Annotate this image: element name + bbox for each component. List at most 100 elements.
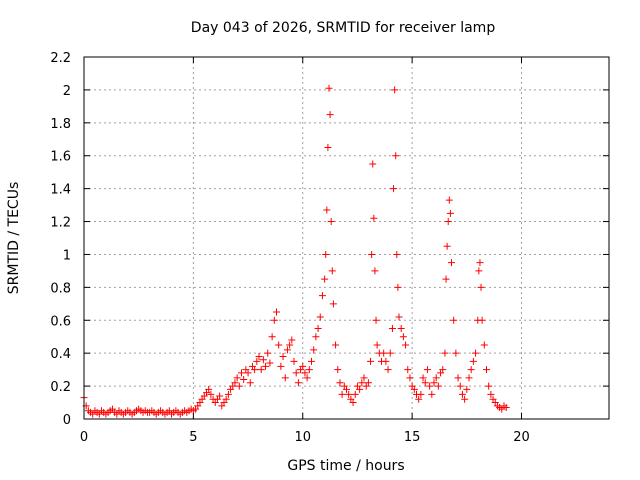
data-point bbox=[224, 390, 232, 398]
data-point bbox=[356, 385, 364, 393]
y-tick-label: 0.8 bbox=[50, 281, 71, 296]
data-point bbox=[419, 374, 427, 382]
data-point bbox=[294, 379, 302, 387]
data-point bbox=[426, 382, 434, 390]
x-tick-label: 0 bbox=[80, 430, 88, 445]
data-point bbox=[326, 111, 334, 119]
data-point bbox=[351, 390, 359, 398]
data-point bbox=[314, 325, 322, 332]
data-point bbox=[244, 369, 252, 377]
data-point bbox=[390, 185, 398, 193]
data-point bbox=[483, 366, 490, 374]
data-point bbox=[391, 86, 399, 94]
data-point bbox=[251, 366, 259, 374]
data-point bbox=[434, 382, 442, 390]
data-point bbox=[325, 84, 333, 92]
chart-title: Day 043 of 2026, SRMTID for receiver lam… bbox=[191, 20, 496, 36]
data-point bbox=[299, 362, 307, 370]
data-point bbox=[367, 357, 375, 365]
data-point bbox=[384, 366, 392, 374]
y-tick-label: 0 bbox=[63, 413, 71, 428]
y-tick-label: 0.4 bbox=[50, 347, 71, 362]
data-point bbox=[415, 395, 423, 403]
data-point bbox=[463, 385, 471, 393]
data-point bbox=[279, 352, 287, 360]
data-point bbox=[404, 366, 412, 374]
data-point bbox=[368, 250, 376, 258]
data-point bbox=[275, 341, 283, 349]
data-point bbox=[430, 379, 438, 387]
data-point bbox=[286, 341, 294, 349]
data-point bbox=[472, 349, 480, 357]
plot-frame bbox=[83, 56, 610, 420]
data-point bbox=[421, 379, 429, 387]
data-point bbox=[406, 374, 414, 382]
data-point bbox=[370, 214, 378, 222]
data-point bbox=[310, 346, 318, 354]
data-point bbox=[273, 308, 280, 316]
data-point bbox=[231, 379, 239, 387]
data-point bbox=[240, 376, 248, 384]
data-point bbox=[392, 152, 400, 160]
y-tick-label: 1.6 bbox=[50, 150, 71, 165]
data-point bbox=[222, 395, 230, 403]
data-point bbox=[395, 313, 403, 321]
y-tick-label: 1.4 bbox=[50, 183, 71, 198]
data-point bbox=[475, 267, 483, 275]
data-point bbox=[264, 349, 272, 357]
data-point bbox=[255, 352, 263, 360]
data-point bbox=[205, 385, 213, 393]
data-point bbox=[262, 362, 270, 370]
data-point bbox=[257, 366, 265, 374]
data-point bbox=[332, 341, 340, 349]
data-point bbox=[450, 316, 458, 324]
tick-layer: 0 0.2 0.4 0.6 0.8 1 1.2 1.4 1.6 1.8 2 2.2 0 5 10 15 20 bbox=[50, 51, 609, 445]
data-point bbox=[369, 160, 377, 168]
data-point bbox=[290, 357, 298, 365]
data-point bbox=[283, 346, 291, 354]
grid-layer bbox=[84, 57, 609, 419]
data-point bbox=[318, 292, 326, 300]
data-point bbox=[432, 374, 440, 382]
data-point bbox=[372, 316, 380, 324]
data-point bbox=[281, 374, 289, 382]
data-point bbox=[417, 390, 425, 398]
x-axis-label: GPS time / hours bbox=[287, 458, 404, 474]
y-tick-label: 2 bbox=[63, 84, 71, 99]
data-point bbox=[235, 382, 243, 390]
y-tick-label: 0.6 bbox=[50, 314, 71, 329]
data-point bbox=[487, 390, 495, 398]
data-point bbox=[312, 333, 320, 341]
data-point bbox=[324, 144, 332, 151]
data-point bbox=[373, 341, 381, 349]
data-point bbox=[336, 379, 344, 387]
data-point bbox=[388, 325, 396, 332]
data-point bbox=[349, 399, 357, 407]
data-point bbox=[292, 369, 300, 377]
data-point bbox=[358, 379, 366, 387]
data-point bbox=[467, 366, 475, 374]
data-point bbox=[454, 374, 462, 382]
data-point bbox=[301, 369, 309, 377]
data-point bbox=[338, 390, 346, 398]
data-point bbox=[253, 357, 261, 365]
data-point bbox=[476, 259, 484, 267]
data-point bbox=[458, 390, 466, 398]
data-points bbox=[80, 84, 510, 418]
data-point bbox=[380, 349, 388, 357]
y-tick-label: 1.2 bbox=[50, 216, 71, 231]
data-point bbox=[345, 390, 353, 398]
y-tick-label: 0.2 bbox=[50, 380, 71, 395]
data-point bbox=[343, 385, 350, 393]
data-point bbox=[303, 374, 311, 382]
data-point bbox=[485, 382, 493, 390]
data-point bbox=[268, 333, 276, 341]
data-point bbox=[441, 349, 449, 357]
data-point bbox=[322, 250, 330, 258]
data-point bbox=[277, 362, 285, 370]
data-point bbox=[410, 385, 418, 393]
x-tick-label: 15 bbox=[404, 430, 421, 445]
x-tick-label: 5 bbox=[189, 430, 197, 445]
data-point bbox=[288, 336, 296, 344]
